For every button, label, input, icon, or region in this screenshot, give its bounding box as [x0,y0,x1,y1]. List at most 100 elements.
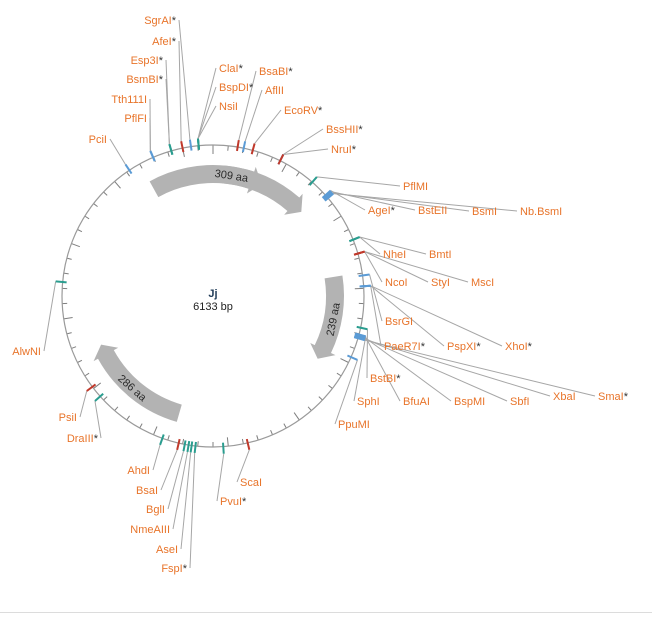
enzyme-label[interactable]: BstEII [418,205,447,217]
enzyme-label[interactable]: DraIII* [67,433,99,445]
label-leader [353,336,367,402]
label-leader [316,176,401,187]
enzyme-label[interactable]: BspMI [454,396,485,408]
enzyme-label[interactable]: XhoI* [505,341,533,353]
enzyme-name: BsaBI [259,66,288,78]
enzyme-name: BsrGI [385,316,413,328]
enzyme-label[interactable]: Esp3I* [131,55,164,67]
label-leaders [43,19,596,569]
cut-site-mark [321,189,332,199]
star-marker: * [242,496,247,508]
enzyme-label[interactable]: StyI [431,277,450,289]
enzyme-label[interactable]: BspDI* [219,82,254,94]
cut-site-mark [149,150,156,162]
label-leader [180,452,192,550]
cut-site-mark [241,141,247,153]
enzyme-label[interactable]: BssHII* [326,124,363,136]
enzyme-label[interactable]: SgrAI* [144,15,177,27]
minor-tick [77,359,83,363]
enzyme-label[interactable]: NsiI [219,101,238,113]
enzyme-label[interactable]: SmaI* [598,391,629,403]
star-marker: * [249,82,254,94]
enzyme-label[interactable]: FspI* [161,563,187,575]
minor-tick [270,429,274,435]
enzyme-name: PflMI [403,181,428,193]
enzyme-label[interactable]: SphI [357,396,380,408]
minor-tick [182,438,185,445]
enzyme-label[interactable]: PvuI* [220,496,247,508]
enzyme-label[interactable]: PciI [89,134,107,146]
enzyme-label[interactable]: BstBI* [370,373,401,385]
enzyme-label[interactable]: AflII [265,85,284,97]
enzyme-label[interactable]: NruI* [331,144,357,156]
enzyme-label[interactable]: AgeI* [368,205,396,217]
enzyme-label[interactable]: PflFI [124,113,147,125]
minor-tick [114,406,119,411]
enzyme-name: AfeI [152,36,172,48]
label-leader [79,390,88,418]
enzyme-label[interactable]: AhdI [127,465,150,477]
enzyme-name: SgrAI [144,15,172,27]
enzyme-name: PsiI [59,412,77,424]
enzyme-label[interactable]: BfuAI [403,396,430,408]
map-title: Jj [208,288,217,300]
star-marker: * [318,105,323,117]
cut-site-mark [308,176,318,186]
label-leader [197,67,217,139]
minor-tick [227,145,229,151]
enzyme-label[interactable]: MscI [471,277,494,289]
enzyme-label[interactable]: BsmBI* [126,74,163,86]
enzyme-label[interactable]: BsmI [472,206,497,218]
enzyme-label[interactable]: NcoI [385,277,408,289]
minor-tick [63,272,69,275]
enzyme-label[interactable]: SbfI [510,396,530,408]
minor-tick [256,435,259,441]
minor-tick [93,203,98,208]
label-leader [359,236,381,255]
label-leader [364,251,383,283]
enzyme-label[interactable]: AlwNI [12,346,41,358]
enzyme-label[interactable]: Nb.BsmI [520,206,562,218]
enzyme-label[interactable]: BglI [146,504,165,516]
enzyme-name: AlwNI [12,346,41,358]
enzyme-name: SbfI [510,396,530,408]
label-leader [333,193,518,212]
cut-site-mark [193,441,197,454]
enzyme-label[interactable]: PpuMI [338,419,370,431]
enzyme-label[interactable]: BsaI [136,485,158,497]
cut-site-mark [182,440,187,452]
enzyme-name: PspXI [447,341,476,353]
enzyme-label[interactable]: Tth111I [111,94,147,106]
enzyme-label[interactable]: AfeI* [152,36,177,48]
enzyme-label[interactable]: PaeR7I* [384,341,426,353]
label-leader [370,285,503,347]
star-marker: * [172,36,177,48]
cut-site-mark [359,284,371,288]
enzyme-label[interactable]: BsaBI* [259,66,293,78]
star-marker: * [159,74,164,86]
enzyme-label[interactable]: ClaI* [219,63,244,75]
enzyme-label[interactable]: AseI [156,544,178,556]
minor-tick [307,181,312,186]
minor-tick [84,215,90,220]
enzyme-label[interactable]: XbaI [553,391,576,403]
enzyme-label[interactable]: PflMI [403,181,428,193]
enzyme-label[interactable]: PsiI [59,412,77,424]
enzyme-label[interactable]: BmtI [429,249,452,261]
enzyme-label[interactable]: ScaI [240,477,262,489]
enzyme-label[interactable]: PspXI* [447,341,481,353]
minor-tick [167,435,170,441]
enzyme-label[interactable]: NmeAIII [130,524,170,536]
label-leader [109,138,126,165]
enzyme-name: ClaI [219,63,239,75]
label-leader [94,400,102,439]
minor-tick [349,243,355,246]
enzyme-label[interactable]: NheI [383,249,406,261]
minor-tick [328,384,333,389]
enzyme-label[interactable]: BsrGI [385,316,413,328]
star-marker: * [172,15,177,27]
minor-tick [354,257,360,260]
enzyme-label[interactable]: EcoRV* [284,105,323,117]
minor-tick [84,372,90,377]
footer-divider [0,612,652,613]
